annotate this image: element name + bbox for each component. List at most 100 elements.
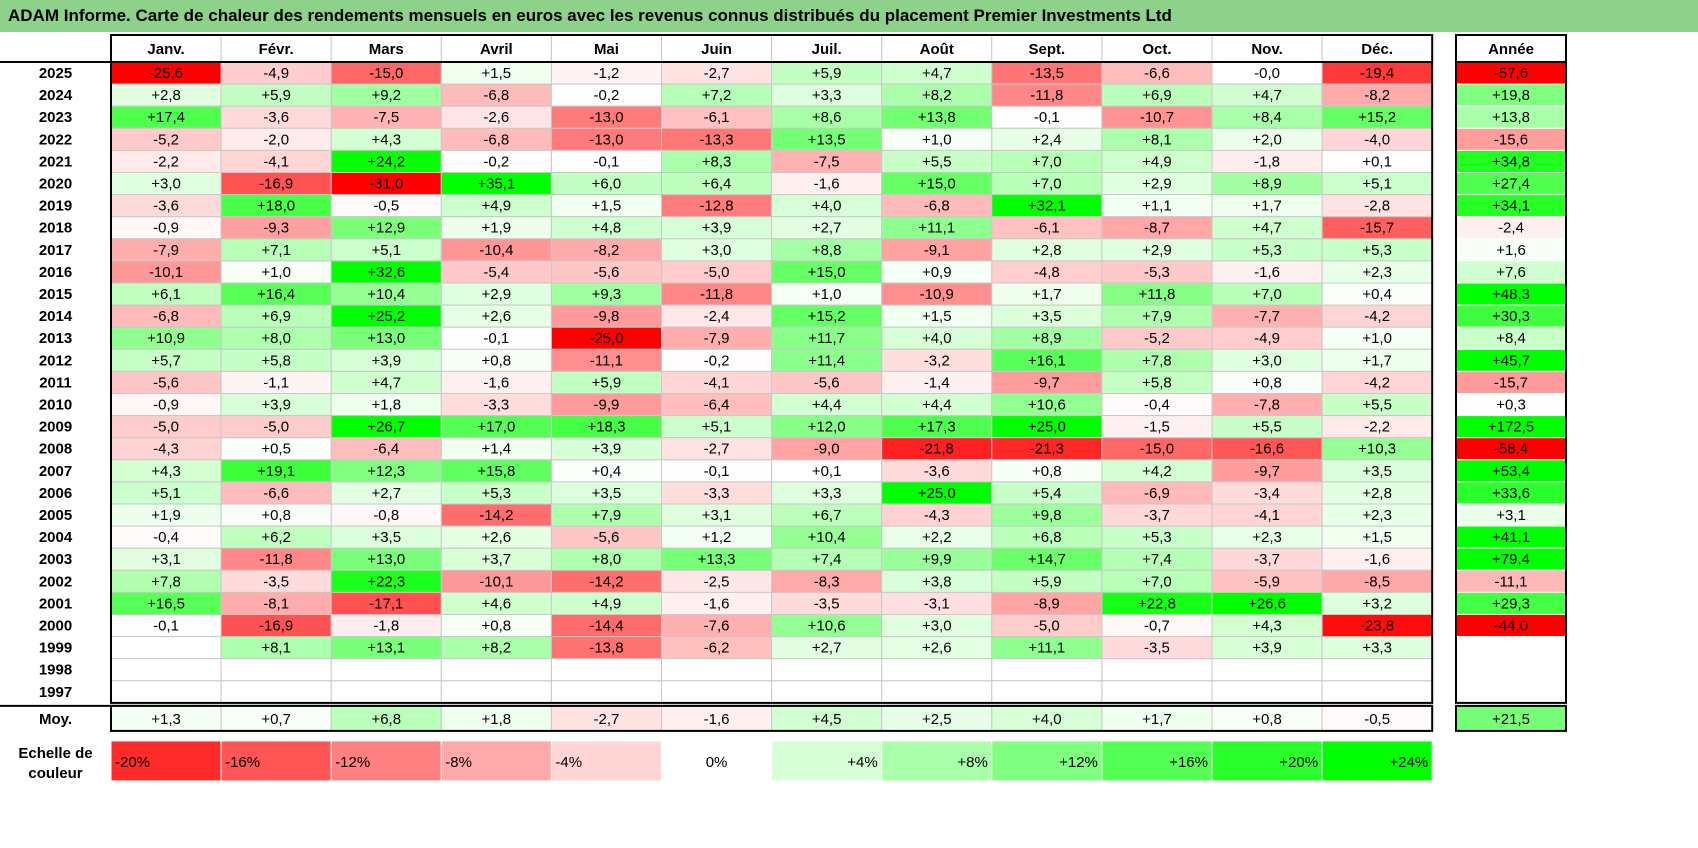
scale-swatch xyxy=(220,740,332,782)
cell-value: +5,9 xyxy=(261,87,291,104)
cell-value: -25,6 xyxy=(149,65,183,82)
cell-value: -5,0 xyxy=(263,419,289,436)
heatmap-cell xyxy=(771,658,883,682)
average-label: Moy. xyxy=(39,711,72,728)
cell-value: -8,1 xyxy=(263,595,289,612)
cell-value: +4,7 xyxy=(922,65,952,82)
cell-value: +11,7 xyxy=(808,330,845,347)
cell-value: -0,4 xyxy=(1144,397,1170,414)
average-annual-frame xyxy=(1455,704,1567,732)
annual-value: +34,1 xyxy=(1492,198,1530,215)
cell-value: +4,3 xyxy=(151,463,181,480)
cell-value: -8,7 xyxy=(1144,220,1170,237)
year-label-2003: 2003 xyxy=(39,551,72,568)
cell-value: -10,1 xyxy=(479,573,513,590)
cell-value: +19,1 xyxy=(257,463,295,480)
scale-step-label: +20% xyxy=(1279,754,1318,771)
scale-swatch xyxy=(550,740,663,782)
heatmap-cell xyxy=(661,658,773,682)
cell-value: -1,6 xyxy=(1254,264,1280,281)
year-label-2024: 2024 xyxy=(39,87,73,104)
cell-value: -10,4 xyxy=(479,242,513,259)
scale-swatch xyxy=(991,740,1103,782)
cell-value: +6,0 xyxy=(592,176,622,193)
cell-value: +2,2 xyxy=(922,529,952,546)
month-header-9: Oct. xyxy=(1142,41,1171,58)
cell-value: +3,8 xyxy=(922,573,952,590)
annual-header: Année xyxy=(1488,41,1534,58)
cell-value: -0,2 xyxy=(483,153,509,170)
cell-value: +11,8 xyxy=(1139,286,1176,303)
month-header-10: Nov. xyxy=(1251,41,1282,58)
cell-value: -7,5 xyxy=(814,153,840,170)
cell-value: +16,1 xyxy=(1028,352,1066,369)
month-header-0: Janv. xyxy=(147,41,184,58)
cell-value: -4,9 xyxy=(263,65,289,82)
scale-swatch xyxy=(771,740,883,782)
cell-value: -9,7 xyxy=(1034,374,1060,391)
cell-value: +4,4 xyxy=(812,397,842,414)
cell-value: +4,0 xyxy=(922,330,952,347)
cell-value: -3,2 xyxy=(924,352,950,369)
cell-value: +0,9 xyxy=(922,264,952,281)
cell-value: -1,8 xyxy=(373,618,399,635)
annual-value: -44,0 xyxy=(1494,618,1528,635)
cell-value: -0,1 xyxy=(704,463,730,480)
cell-value: +4,6 xyxy=(482,595,512,612)
cell-value: -5,9 xyxy=(1254,573,1280,590)
cell-value: +3,1 xyxy=(702,507,732,524)
month-header-7: Août xyxy=(920,41,954,58)
annual-value: -11,1 xyxy=(1494,573,1527,590)
cell-value: -15,0 xyxy=(369,65,403,82)
cell-value: +10,3 xyxy=(1358,441,1396,458)
cell-value: +8,3 xyxy=(702,153,732,170)
cell-value: +7,9 xyxy=(1142,308,1172,325)
scale-step-label: +24% xyxy=(1389,754,1428,771)
cell-value: -0,1 xyxy=(594,153,620,170)
cell-value: +2,9 xyxy=(482,286,512,303)
year-label-2017: 2017 xyxy=(39,242,72,259)
cell-value: +3,0 xyxy=(1252,352,1282,369)
scale-step-label: +16% xyxy=(1169,754,1208,771)
cell-value: +0,8 xyxy=(482,352,512,369)
cell-value: +2,8 xyxy=(1032,242,1062,259)
cell-value: +2,3 xyxy=(1362,264,1392,281)
cell-value: -0,9 xyxy=(153,397,179,414)
scale-swatch xyxy=(1101,740,1213,782)
cell-value: -12,8 xyxy=(699,198,733,215)
annual-value: +0,3 xyxy=(1496,397,1526,414)
cell-value: -9,1 xyxy=(924,242,950,259)
cell-value: +8,0 xyxy=(592,551,622,568)
month-header-cell xyxy=(110,34,222,63)
month-header-cell xyxy=(1101,34,1213,63)
cell-value: +10,4 xyxy=(808,529,846,546)
heatmap-cell xyxy=(661,680,773,704)
cell-value: -5,2 xyxy=(1144,330,1170,347)
cell-value: -6,4 xyxy=(704,397,730,414)
heatmap-cell xyxy=(440,658,552,682)
heatmap-cell xyxy=(220,680,332,704)
cell-value: +25,0 xyxy=(918,485,956,502)
cell-value: +17,0 xyxy=(477,419,515,436)
cell-value: +10,4 xyxy=(367,286,405,303)
average-value: +4,0 xyxy=(1032,711,1062,728)
annual-cell xyxy=(1455,636,1567,660)
scale-step-label: +4% xyxy=(847,754,877,771)
cell-value: +24,2 xyxy=(367,153,405,170)
cell-value: +22,3 xyxy=(367,573,405,590)
heatmap-cell xyxy=(881,680,993,704)
scale-swatch xyxy=(110,740,222,782)
cell-value: +1,7 xyxy=(1252,198,1282,215)
cell-value: +6,9 xyxy=(1142,87,1172,104)
cell-value: +1,5 xyxy=(592,198,622,215)
year-label-2008: 2008 xyxy=(39,441,72,458)
cell-value: -3,3 xyxy=(483,397,509,414)
annual-value: +27,4 xyxy=(1492,176,1530,193)
cell-value: +2,3 xyxy=(1362,507,1392,524)
annual-value: +3,1 xyxy=(1496,507,1526,524)
year-label-2023: 2023 xyxy=(39,109,72,126)
cell-value: +13,1 xyxy=(367,640,405,657)
cell-value: -11,8 xyxy=(700,286,733,303)
cell-value: +5,3 xyxy=(1362,242,1392,259)
